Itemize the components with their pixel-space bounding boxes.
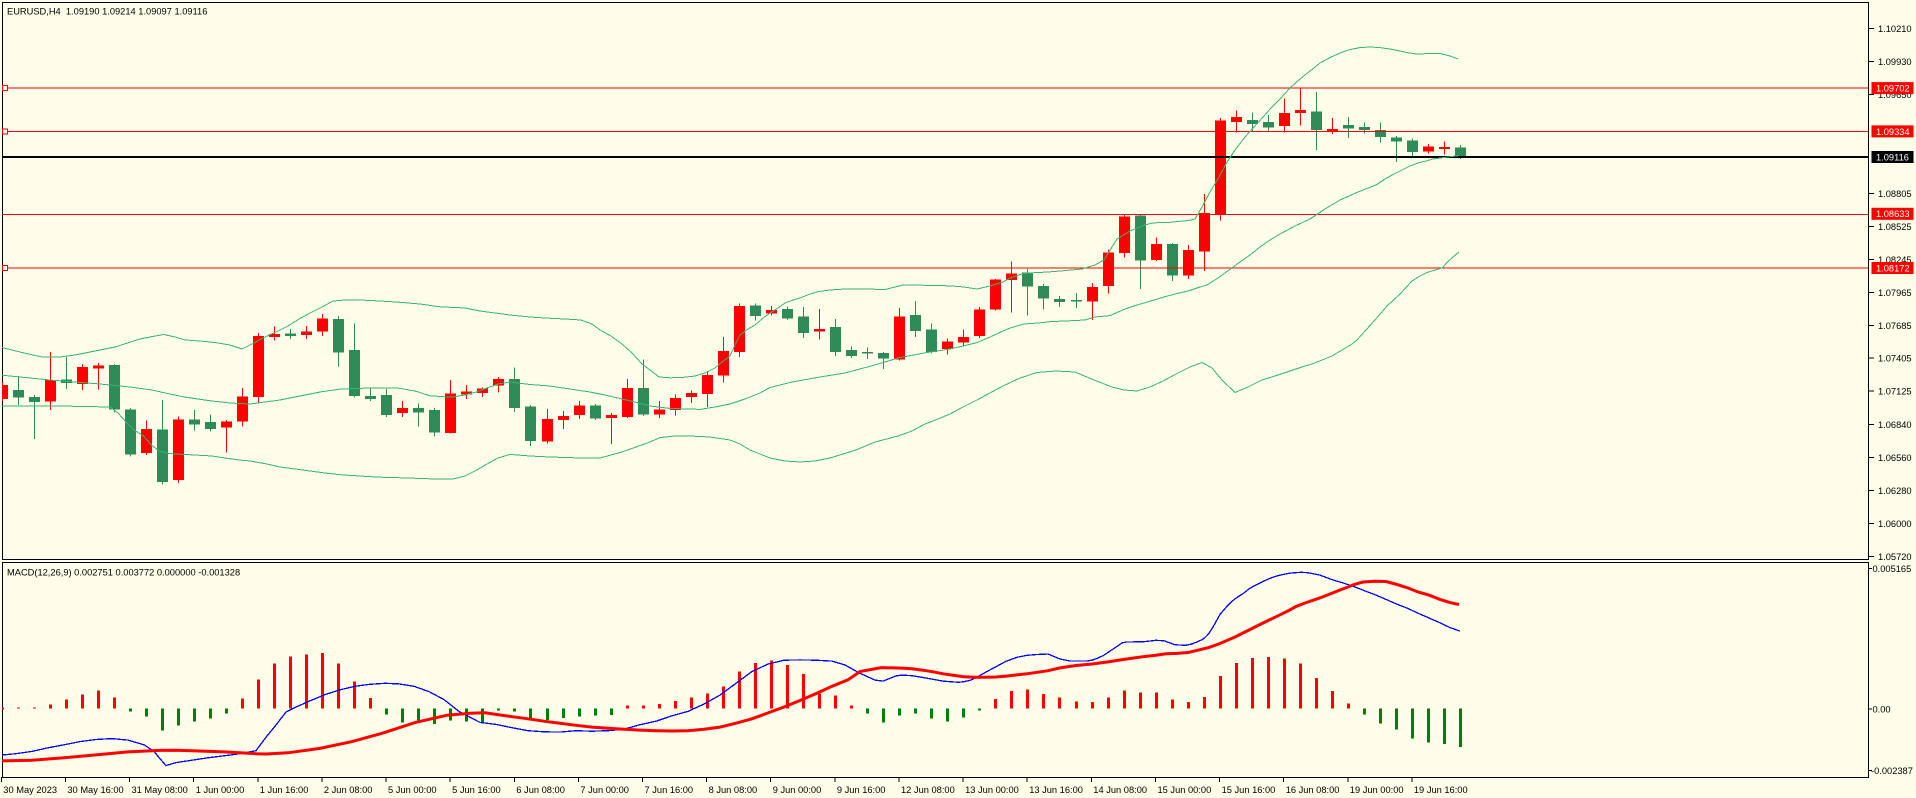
svg-text:1.08805: 1.08805 [1878,189,1912,199]
svg-text:MACD(12,26,9) 0.002751 0.00377: MACD(12,26,9) 0.002751 0.003772 0.000000… [7,568,240,578]
svg-text:15 Jun 00:00: 15 Jun 00:00 [1158,785,1212,795]
svg-text:15 Jun 16:00: 15 Jun 16:00 [1222,785,1276,795]
svg-text:1.06560: 1.06560 [1878,453,1912,463]
svg-text:1.07405: 1.07405 [1878,354,1912,364]
svg-text:19 Jun 00:00: 19 Jun 00:00 [1350,785,1404,795]
svg-text:1.09702: 1.09702 [1876,84,1910,94]
svg-text:7 Jun 00:00: 7 Jun 00:00 [580,785,629,795]
svg-text:14 Jun 08:00: 14 Jun 08:00 [1093,785,1147,795]
svg-text:2 Jun 08:00: 2 Jun 08:00 [324,785,373,795]
svg-text:1 Jun 16:00: 1 Jun 16:00 [260,785,309,795]
svg-text:31 May 08:00: 31 May 08:00 [132,785,188,795]
svg-text:8 Jun 08:00: 8 Jun 08:00 [709,785,758,795]
svg-text:EURUSD,H4 1.09190 1.09214 1.0: EURUSD,H4 1.09190 1.09214 1.09097 1.0911… [7,7,207,17]
svg-text:6 Jun 08:00: 6 Jun 08:00 [516,785,565,795]
svg-text:1.09116: 1.09116 [1876,152,1909,162]
svg-text:0.005165: 0.005165 [1873,564,1912,574]
svg-text:16 Jun 08:00: 16 Jun 08:00 [1286,785,1340,795]
svg-text:0.00: 0.00 [1873,705,1891,715]
svg-text:1.05720: 1.05720 [1878,552,1912,562]
svg-text:12 Jun 08:00: 12 Jun 08:00 [901,785,955,795]
svg-text:1 Jun 00:00: 1 Jun 00:00 [196,785,245,795]
svg-text:1.07125: 1.07125 [1878,387,1912,397]
svg-text:1.09930: 1.09930 [1878,57,1912,67]
svg-text:1.07685: 1.07685 [1878,321,1912,331]
svg-text:1.08633: 1.08633 [1876,209,1910,219]
svg-text:1.09334: 1.09334 [1876,127,1910,137]
svg-text:1.08172: 1.08172 [1876,263,1910,273]
svg-text:1.06000: 1.06000 [1878,519,1912,529]
svg-text:9 Jun 16:00: 9 Jun 16:00 [837,785,886,795]
svg-text:1.07965: 1.07965 [1878,288,1912,298]
svg-text:13 Jun 16:00: 13 Jun 16:00 [1029,785,1083,795]
svg-text:1.08245: 1.08245 [1878,255,1912,265]
svg-text:19 Jun 16:00: 19 Jun 16:00 [1414,785,1468,795]
svg-text:9 Jun 00:00: 9 Jun 00:00 [773,785,822,795]
svg-text:13 Jun 00:00: 13 Jun 00:00 [965,785,1019,795]
svg-text:1.08525: 1.08525 [1878,222,1912,232]
svg-text:-0.002387: -0.002387 [1871,766,1913,776]
svg-text:1.06280: 1.06280 [1878,486,1912,496]
svg-text:5 Jun 00:00: 5 Jun 00:00 [388,785,437,795]
svg-text:30 May 2023: 30 May 2023 [3,785,57,795]
svg-text:1.06840: 1.06840 [1878,420,1912,430]
svg-text:5 Jun 16:00: 5 Jun 16:00 [452,785,501,795]
svg-text:1.09650: 1.09650 [1878,90,1912,100]
svg-text:7 Jun 16:00: 7 Jun 16:00 [645,785,694,795]
svg-text:30 May 16:00: 30 May 16:00 [67,785,123,795]
svg-text:1.10210: 1.10210 [1878,24,1912,34]
